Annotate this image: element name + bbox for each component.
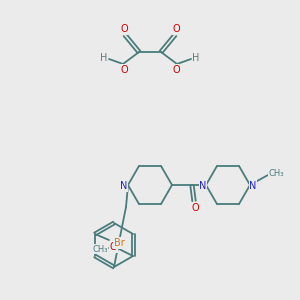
Text: H: H [192,53,200,63]
Text: O: O [172,65,180,75]
Text: O: O [191,203,199,213]
Text: O: O [120,24,128,34]
Text: Br: Br [114,238,124,248]
Text: N: N [249,181,257,191]
Text: O: O [172,24,180,34]
Text: CH₃: CH₃ [268,169,284,178]
Text: N: N [120,181,128,191]
Text: O: O [109,242,117,252]
Text: N: N [199,181,207,191]
Text: CH₃: CH₃ [92,244,108,253]
Text: H: H [100,53,108,63]
Text: O: O [120,65,128,75]
